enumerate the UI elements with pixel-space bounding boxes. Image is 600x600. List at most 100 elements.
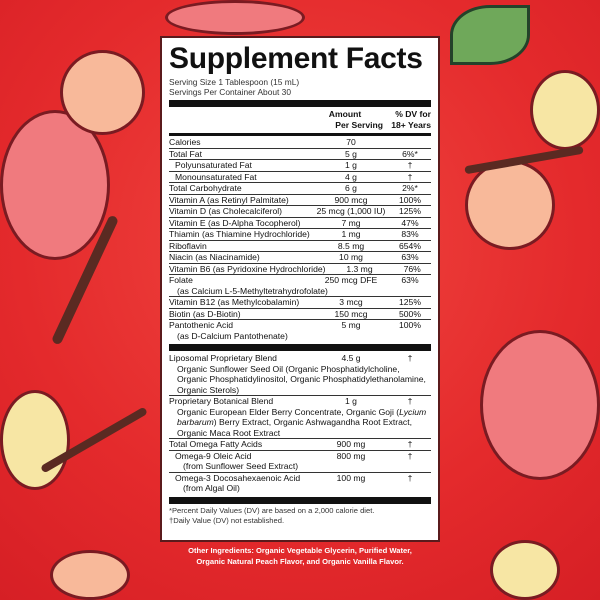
amount: 6 g (345, 183, 357, 193)
daily-value: 76% (403, 263, 421, 274)
nutrient-name: Calories (169, 137, 201, 147)
table-row: Vitamin E (as D-Alpha Tocopherol) 7 mg 47% (169, 216, 431, 229)
divider-thick (169, 100, 431, 107)
row-detail: Organic European Elder Berry Concentrate… (169, 407, 431, 439)
amount: 7 mg (341, 217, 361, 228)
divider-medium (169, 133, 431, 136)
table-row: Biotin (as D-Biotin) 150 mcg 500% (169, 307, 431, 320)
daily-value: † (407, 160, 413, 170)
nutrient-name: Vitamin B12 (as Methylcobalamin) (169, 297, 300, 307)
table-row: Liposomal Proprietary Blend 4.5 g † Organic… (169, 353, 431, 395)
nutrient-name: Riboflavin (169, 240, 207, 251)
table-row: Omega-9 Oleic Acid 800 mg † (from Sunflower… (169, 449, 431, 472)
amount: 1.3 mg (346, 263, 373, 274)
table-row: Polyunsaturated Fat 1 g † (169, 159, 431, 171)
nutrient-rows: Calories 70 Total Fat 5 g 6%* Polyunsaturated… (169, 137, 431, 341)
table-row: Monounsaturated Fat 4 g † (169, 170, 431, 183)
vanilla-flower-illustration (530, 70, 600, 150)
apple-illustration (165, 0, 305, 35)
nutrient-name: Thiamin (as Thiamine Hydrochloride) (169, 229, 310, 239)
nutrient-name: Monounsaturated Fat (175, 171, 257, 182)
nutrient-name: Total Omega Fatty Acids (169, 439, 263, 449)
daily-value: † (407, 472, 413, 483)
panel-title: Supplement Facts (169, 42, 423, 75)
daily-value (389, 137, 431, 148)
daily-value: † (407, 450, 413, 461)
table-row: Riboflavin 8.5 mg 654% (169, 239, 431, 252)
leaf-illustration (450, 5, 530, 65)
nutrient-name: Total Carbohydrate (169, 183, 242, 193)
amount: 800 mg (336, 450, 366, 461)
nutrient-name: Vitamin D (as Cholecalciferol) (169, 206, 283, 216)
daily-value: † (407, 396, 413, 406)
peach-slice-illustration (465, 160, 555, 250)
peach-slice-illustration (50, 550, 130, 600)
amount: 100 mg (336, 472, 366, 483)
amount: 8.5 mg (337, 240, 365, 251)
dv-header-line-1: % DV for (395, 109, 431, 119)
footnote-not-established: †Daily Value (DV) not established. (169, 516, 285, 525)
nutrient-name: Liposomal Proprietary Blend (169, 353, 277, 363)
table-row: Total Fat 5 g 6%* (169, 147, 431, 160)
row-detail: (from Sunflower Seed Extract) (183, 461, 299, 471)
table-row: Proprietary Botanical Blend 1 g † Organic E… (169, 395, 431, 438)
amount: 1 g (345, 396, 357, 406)
daily-value: 2%* (402, 183, 418, 193)
row-detail: (as D-Calcium Pantothenate) (177, 330, 288, 341)
column-header: Amount Per Serving % DV for 18+ Years (169, 109, 431, 132)
table-row: Vitamin D (as Cholecalciferol) 25 mcg (1,… (169, 205, 431, 217)
nutrient-name: Folate (169, 275, 193, 285)
daily-value: 83% (401, 229, 419, 239)
table-row: Folate 250 mcg DFE 63% (as Calcium L-5-Meth… (169, 274, 431, 296)
table-row: Calories 70 (169, 137, 431, 148)
serving-size: Serving Size 1 Tablespoon (15 mL) (169, 77, 300, 87)
amount: 10 mg (339, 252, 363, 262)
dv-header-line-2: 18+ Years (391, 119, 431, 130)
vanilla-flower-illustration (0, 390, 70, 490)
amount: 70 (346, 137, 356, 147)
nutrient-name: Niacin (as Niacinamide) (169, 252, 260, 262)
amount: 5 g (345, 148, 357, 159)
amount: 3 mcg (339, 297, 363, 307)
amount: 250 mcg DFE (324, 275, 378, 285)
daily-value: † (407, 439, 413, 449)
row-detail: (as Calcium L-5-Methyltetrahydrofolate) (177, 285, 328, 296)
servings-per-container: Servings Per Container About 30 (169, 87, 291, 97)
nutrient-name: Biotin (as D-Biotin) (169, 308, 241, 319)
footnote-dv: *Percent Daily Values (DV) are based on … (169, 505, 375, 515)
nutrient-name: Vitamin E (as D-Alpha Tocopherol) (169, 217, 301, 228)
table-row: Pantothenic Acid 5 mg 100% (as D-Calcium Pa… (169, 319, 431, 341)
daily-value: 125% (399, 297, 421, 307)
amount: 5 mg (341, 320, 361, 330)
vanilla-flower-illustration (490, 540, 560, 600)
daily-value: 100% (399, 320, 421, 330)
row-detail: Organic Sunflower Seed Oil (Organic Phos… (177, 363, 426, 395)
nutrient-name: Total Fat (169, 148, 202, 159)
apple-illustration (0, 110, 110, 260)
amount: 900 mcg (334, 194, 368, 205)
nutrient-name: Pantothenic Acid (169, 320, 234, 330)
other-ingredients: Other Ingredients: Organic Vegetable Gly… (130, 546, 470, 567)
peach-slice-illustration (60, 50, 145, 135)
table-row: Total Omega Fatty Acids 900 mg † (169, 438, 431, 450)
nutrient-name: Vitamin B6 (as Pyridoxine Hydrochloride) (169, 263, 326, 274)
daily-value: 6%* (402, 148, 418, 159)
nutrient-name: Omega-9 Oleic Acid (175, 450, 252, 461)
apple-illustration (480, 330, 600, 480)
daily-value: 500% (399, 308, 421, 319)
table-row: Omega-3 Docosahexaenoic Acid 100 mg † (from… (169, 471, 431, 494)
row-detail-part: Lycium barbarum (177, 406, 427, 428)
amount: 1 mg (341, 229, 361, 239)
row-detail-part: Organic European Elder Berry Concentrate… (177, 406, 400, 417)
amount: 1 g (345, 160, 357, 170)
daily-value: 47% (401, 217, 419, 228)
amount-header-line-1: Amount (328, 109, 362, 119)
daily-value: 100% (399, 194, 421, 205)
daily-value: 654% (399, 240, 421, 251)
nutrient-name: Vitamin A (as Retinyl Palmitate) (169, 194, 289, 205)
table-row: Vitamin A (as Retinyl Palmitate) 900 mcg 1… (169, 193, 431, 206)
table-row: Total Carbohydrate 6 g 2%* (169, 182, 431, 194)
table-row: Vitamin B12 (as Methylcobalamin) 3 mcg 125… (169, 296, 431, 308)
divider-thick (169, 344, 431, 351)
divider-thick (169, 496, 431, 504)
